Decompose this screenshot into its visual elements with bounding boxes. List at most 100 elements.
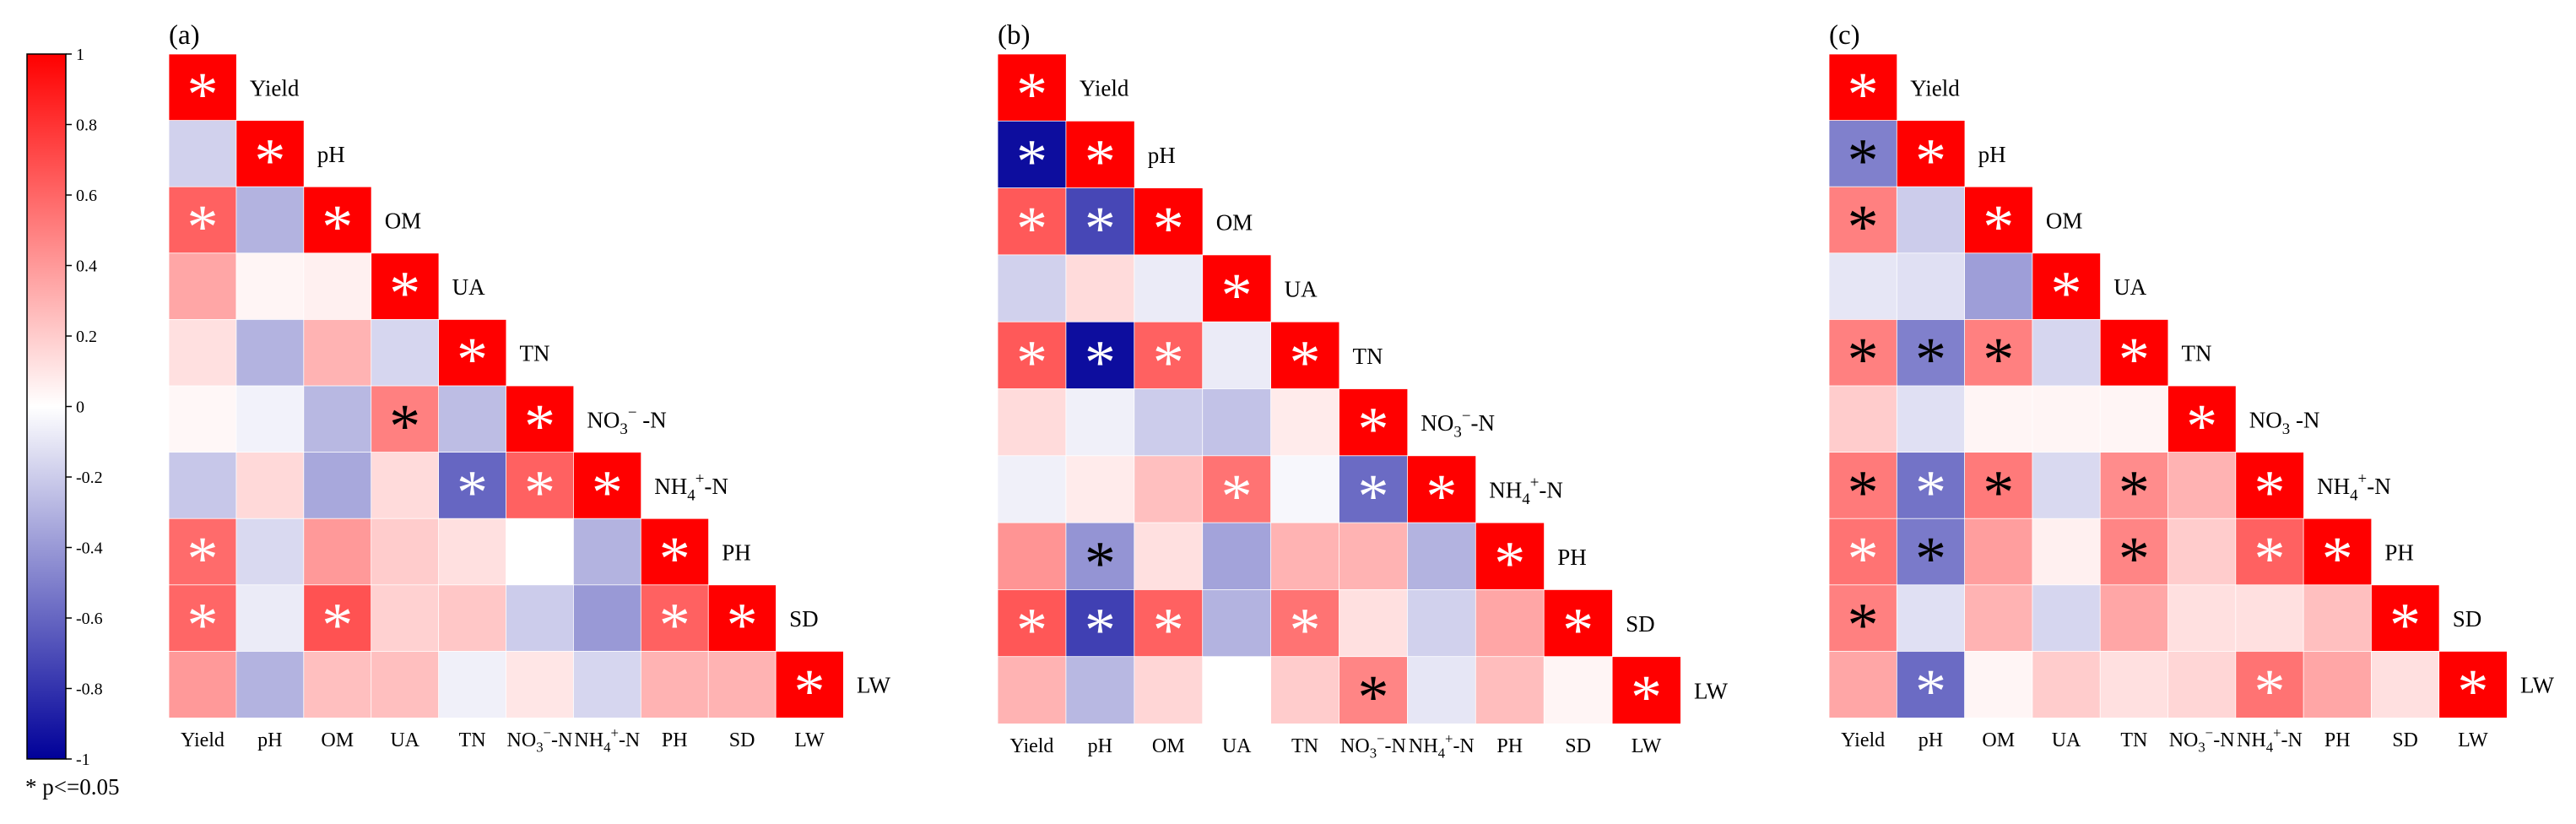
diagonal-label: pH — [1148, 143, 1176, 168]
heatmap-cell — [506, 385, 575, 453]
heatmap-cell — [438, 385, 507, 453]
diagonal-label: PH — [1557, 545, 1587, 570]
heatmap-cell — [371, 518, 440, 586]
x-tick-label: LW — [2458, 729, 2488, 751]
x-tick-label: LW — [1632, 735, 1662, 757]
heatmap-cell — [2032, 518, 2101, 586]
significance-star: * — [2186, 392, 2217, 461]
x-tick-label: SD — [729, 729, 755, 751]
heatmap-cell — [235, 252, 305, 321]
heatmap-cell — [1339, 656, 1409, 724]
diagonal-label: TN — [2182, 341, 2212, 366]
x-tick-label-sup: + — [2273, 724, 2281, 740]
diagonal-label: pH — [317, 142, 345, 167]
x-tick-label: OM — [1152, 735, 1185, 757]
x-tick-label: NO3−-N — [1340, 730, 1406, 761]
x-tick-label: UA — [390, 729, 419, 751]
significance-star: * — [1848, 60, 1879, 129]
significance-star: * — [187, 525, 218, 594]
heatmap-cell — [997, 589, 1067, 658]
colorbar: 1 0.8 0.6 0.4 0.2 0 -0.2 -0.4 -0.6 -0.8 -1 * p<=0.… — [25, 46, 119, 800]
x-tick-label: Yield — [1841, 729, 1885, 751]
significance-star: * — [1983, 193, 2014, 263]
heatmap-cell — [168, 518, 237, 586]
heatmap-cell — [1475, 656, 1545, 724]
diagonal-label: SD — [1626, 611, 1655, 637]
heatmap-cell — [2235, 452, 2304, 519]
significance-star: * — [1357, 395, 1388, 464]
heatmap-cell — [371, 385, 440, 453]
heatmap-cell — [1065, 388, 1135, 457]
significance-star: * — [1915, 326, 1946, 395]
heatmap-cell — [1065, 187, 1135, 256]
significance-star: * — [524, 458, 555, 528]
significance-star: * — [187, 60, 218, 129]
significance-star: * — [2254, 658, 2285, 727]
x-tick-label: pH — [1088, 735, 1112, 757]
diagonal-label-sup: + — [695, 470, 705, 488]
significance-star: * — [659, 591, 690, 660]
significance-star: * — [1562, 596, 1594, 665]
significance-star: * — [2254, 525, 2285, 594]
heatmap-cell — [997, 254, 1067, 323]
x-tick-label: pH — [257, 729, 282, 751]
significance-star: * — [2119, 458, 2150, 528]
significance-star: * — [1631, 663, 1662, 732]
heatmap-cell — [438, 584, 507, 653]
diagonal-label-tail: -N — [1539, 477, 1563, 502]
heatmap-cell — [1202, 589, 1272, 658]
x-tick-label: PH — [662, 729, 688, 751]
colorbar-tick-label: -0.2 — [76, 469, 103, 487]
heatmap-cell — [1065, 321, 1135, 390]
x-tick-label-sup: + — [1445, 730, 1453, 746]
heatmap-cell — [2032, 584, 2101, 653]
heatmap-cell — [1202, 455, 1272, 523]
heatmap-cell — [168, 452, 237, 519]
heatmap-cell — [1896, 252, 1966, 321]
x-tick-label: SD — [2392, 729, 2418, 751]
heatmap-cell — [997, 455, 1067, 523]
significance-star: * — [794, 658, 825, 727]
heatmap-cell — [2099, 318, 2169, 387]
heatmap-cell — [2167, 584, 2237, 653]
diagonal-label-sub: 3 — [2282, 420, 2290, 438]
significance-star: * — [2389, 591, 2421, 660]
significance-star: * — [322, 193, 353, 263]
diagonal-label: LW — [2520, 673, 2554, 698]
significance-star: * — [1290, 596, 1321, 665]
significance-star: * — [1153, 596, 1184, 665]
heatmap-cell — [303, 452, 372, 519]
heatmap-cell — [371, 318, 440, 387]
heatmap-cell — [235, 584, 305, 653]
x-tick-label-sub: 3 — [2198, 740, 2205, 756]
diagonal-label: Yield — [250, 75, 300, 100]
significance-star: * — [389, 259, 420, 328]
diagonal-label: NO3−-N — [1421, 407, 1495, 441]
heatmap-cell — [506, 518, 575, 586]
heatmap-cell — [235, 318, 305, 387]
heatmap-cell — [303, 385, 372, 453]
heatmap-panel-c: (c)* Yield* * pH* * OM* UA* * * * TN* NO3 -N* * * * * NH… — [1828, 20, 2554, 756]
heatmap-cell — [371, 584, 440, 653]
significance-star: * — [1016, 194, 1047, 263]
significance-star: * — [1085, 328, 1116, 398]
heatmap-cell — [1202, 388, 1272, 457]
heatmap-cell — [2099, 651, 2169, 718]
heatmap-cell — [506, 651, 575, 718]
heatmap-cell — [2032, 385, 2101, 453]
significance-star: * — [457, 326, 488, 395]
diagonal-label: UA — [2113, 274, 2146, 300]
significance-star: * — [1494, 529, 1525, 599]
heatmap-cell — [235, 452, 305, 519]
heatmap-cell — [1896, 318, 1966, 387]
diagonal-label: NH4+-N — [2317, 470, 2391, 504]
diagonal-label: UA — [1285, 277, 1318, 302]
heatmap-cell — [1407, 589, 1477, 658]
heatmap-cell — [2167, 385, 2237, 453]
x-tick-label-sup: − — [2205, 724, 2213, 740]
significance-star: * — [1016, 127, 1047, 197]
x-tick-label-sub: 3 — [1370, 745, 1377, 762]
heatmap-cell — [1896, 584, 1966, 653]
heatmap-cell — [2370, 651, 2440, 718]
heatmap-cell — [303, 186, 372, 254]
